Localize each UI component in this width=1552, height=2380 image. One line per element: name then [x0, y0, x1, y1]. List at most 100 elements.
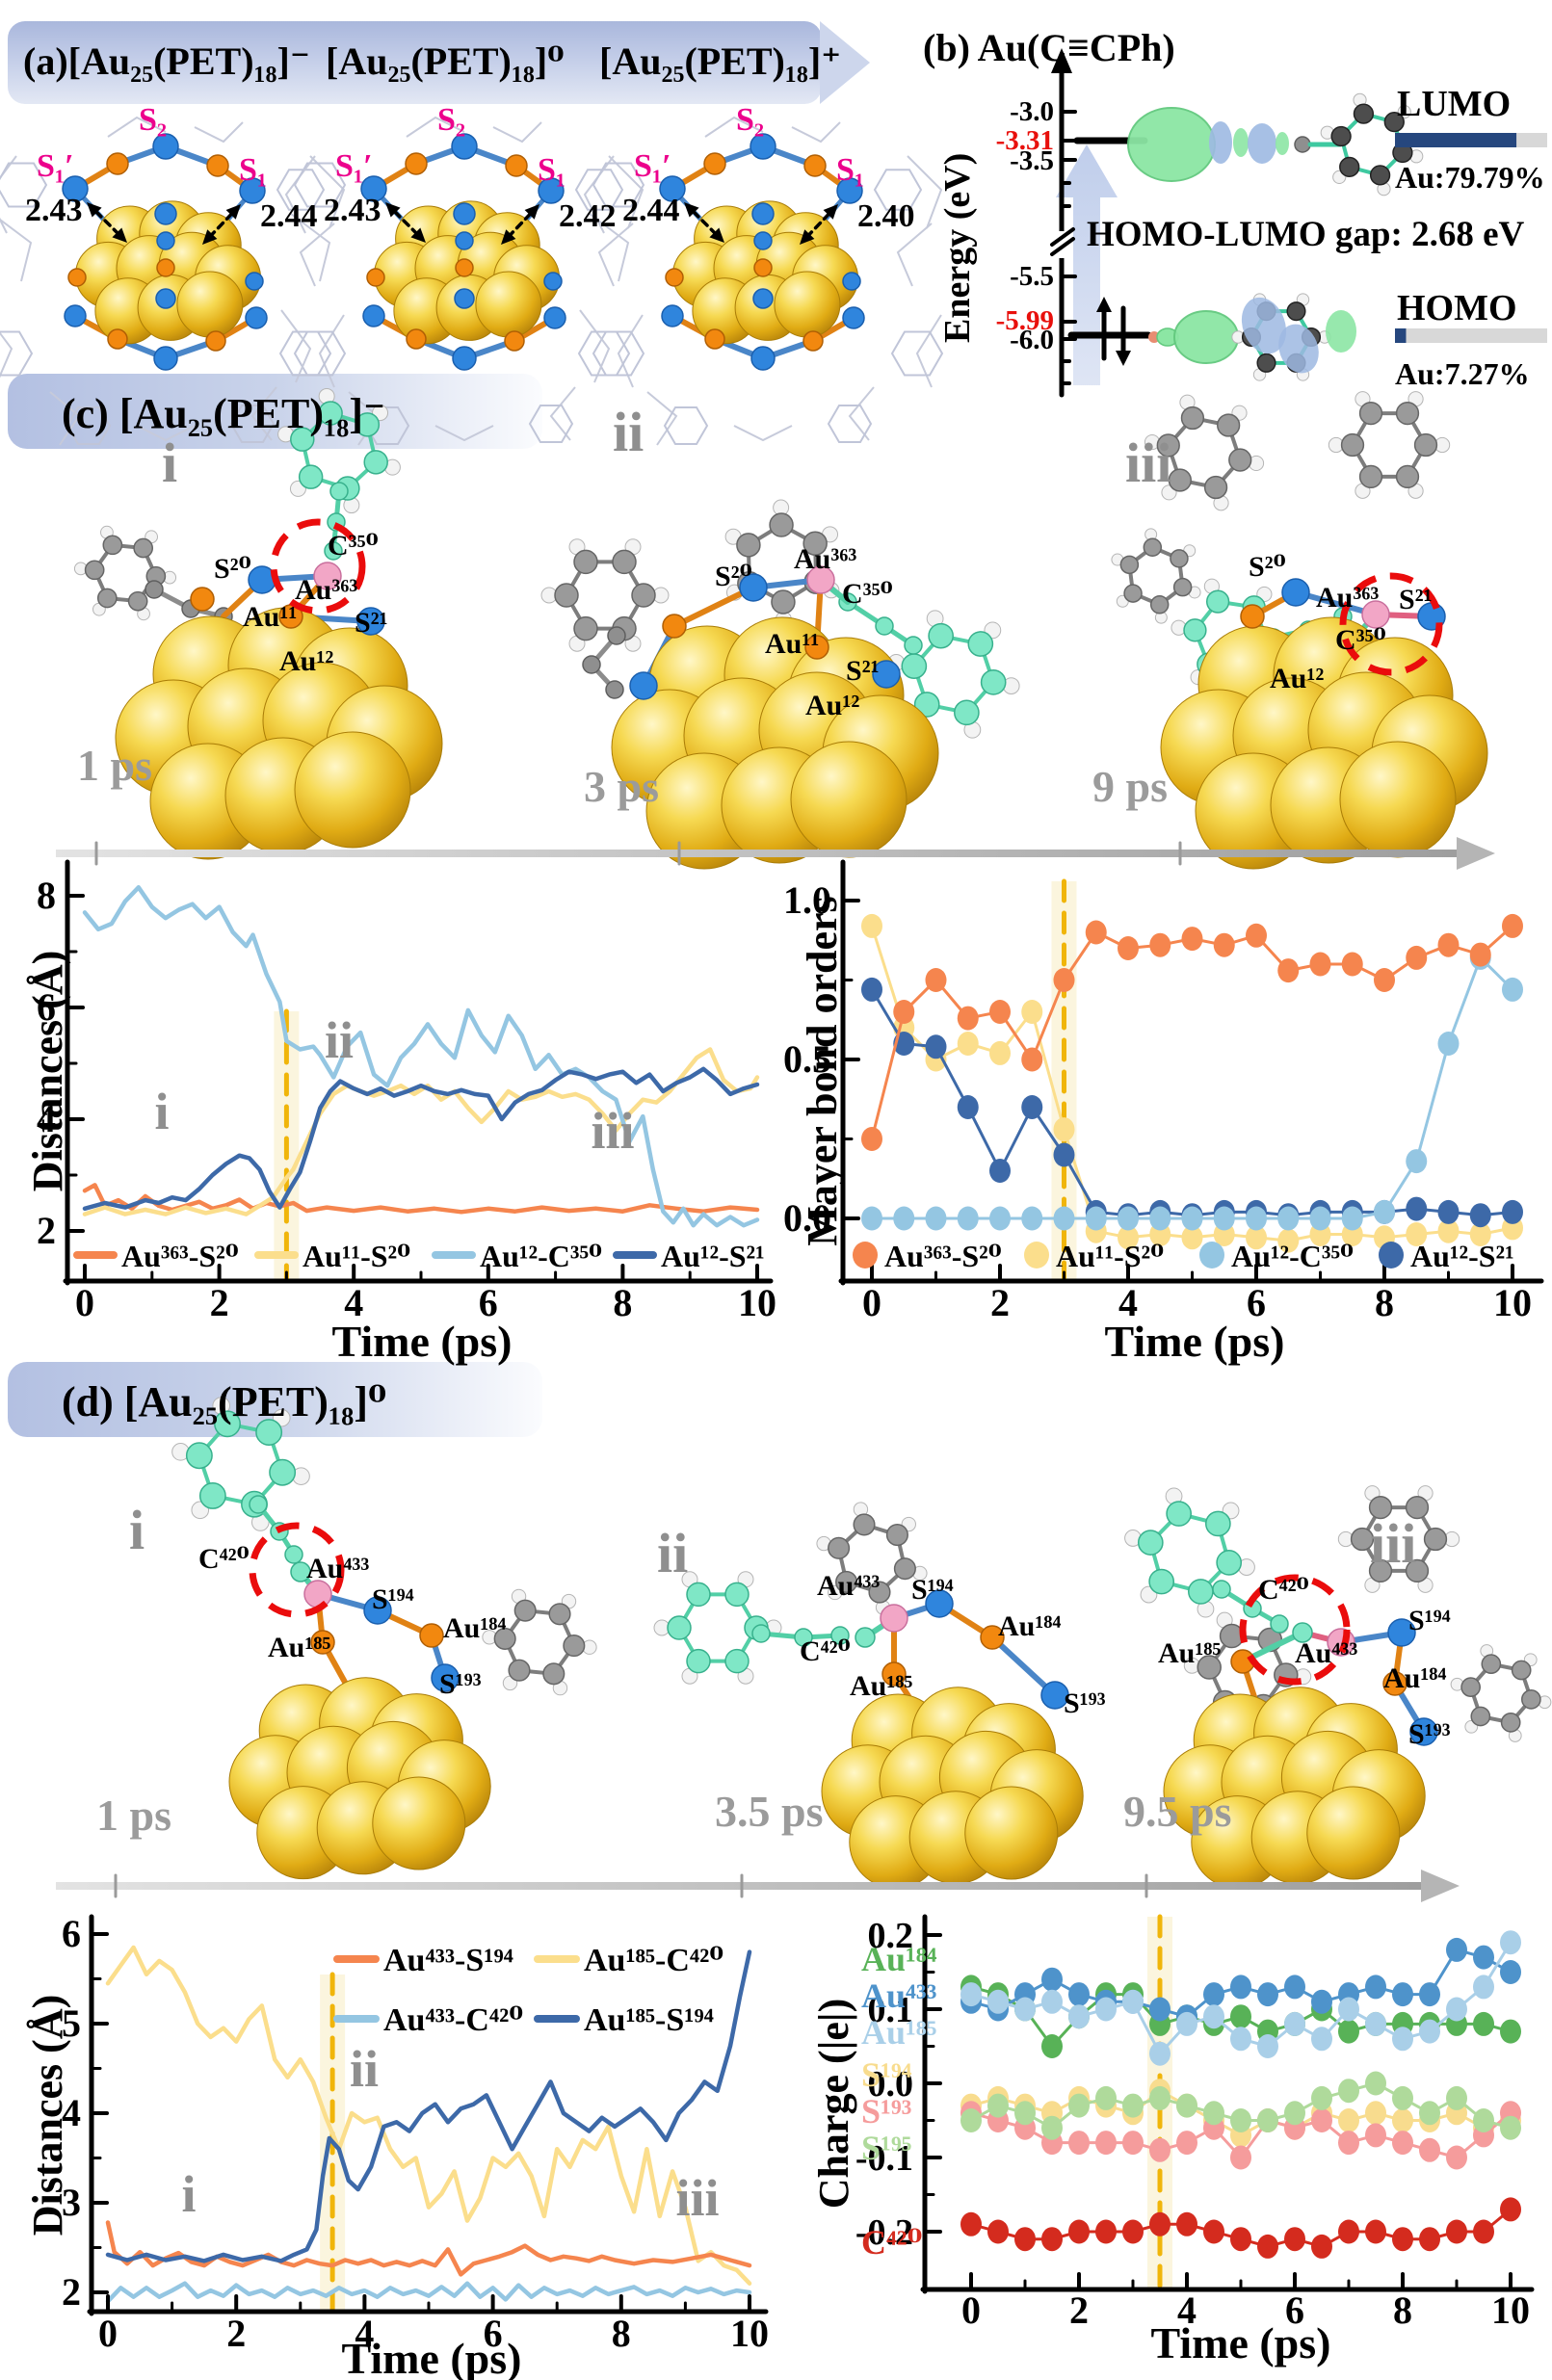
atom-P [880, 1604, 908, 1633]
series-Au¹²-S²¹ [82, 1066, 760, 1212]
atom-C [96, 588, 118, 609]
svg-text:Au⁴³³-S¹⁹⁴: Au⁴³³-S¹⁹⁴ [383, 1943, 513, 1978]
svg-text:S¹⁹⁴: S¹⁹⁴ [861, 2055, 912, 2094]
atom-S [454, 288, 475, 309]
atom-O [505, 154, 528, 177]
atom-O [803, 154, 827, 177]
atom-C [127, 590, 148, 612]
atom-C [1143, 537, 1163, 557]
phenyl-ring-teal [1124, 1487, 1255, 1618]
svg-text:S¹⁹⁴: S¹⁹⁴ [911, 1574, 954, 1606]
atom-S [453, 202, 476, 225]
svg-text:3 ps: 3 ps [584, 762, 659, 811]
svg-text:Au¹⁸⁴: Au¹⁸⁴ [998, 1610, 1061, 1642]
timeline-arrow [56, 1870, 1460, 1902]
svg-text:0.1: 0.1 [868, 1990, 914, 2030]
svg-text:S²¹: S²¹ [1399, 584, 1433, 615]
atom-O [804, 635, 829, 660]
atom-C [573, 615, 598, 641]
svg-text:S¹⁹³: S¹⁹³ [1408, 1718, 1451, 1750]
atom-C [1330, 125, 1352, 147]
svg-text:Charge (|e|): Charge (|e|) [810, 1999, 857, 2210]
series-Au¹⁸⁵-S¹⁹⁴ [105, 1949, 752, 2263]
svg-text:1.0: 1.0 [783, 878, 831, 922]
atom-C [1170, 549, 1189, 568]
atom-S [659, 175, 686, 202]
atom-O [504, 330, 525, 352]
svg-text:9 ps: 9 ps [1092, 762, 1168, 811]
atom-C [1180, 405, 1205, 431]
svg-text:9.5 ps: 9.5 ps [1123, 1787, 1231, 1836]
cluster-structure [0, 116, 347, 446]
atom-C [1521, 1689, 1541, 1710]
atom-O [366, 268, 385, 287]
atom-C [355, 412, 381, 437]
svg-text:Au³⁶³-S²⁰: Au³⁶³-S²⁰ [121, 1239, 239, 1273]
atom-C [967, 631, 994, 657]
legend-d_distances: Au⁴³³-S¹⁹⁴ Au¹⁸⁵-C⁴²⁰ Au⁴³³-C⁴²⁰ Au¹⁸⁵-S¹⁹⁴ [333, 1943, 723, 2038]
svg-text:1 ps: 1 ps [96, 1791, 171, 1840]
atom-G [145, 580, 164, 599]
homo-orbital [1148, 293, 1356, 381]
reaction-site-circle [1239, 1574, 1351, 1686]
reaction-site-circle [249, 1522, 345, 1618]
energy-axis-arrowhead [1051, 48, 1072, 73]
atom-C [269, 1458, 297, 1486]
gold-cluster [115, 607, 443, 860]
atom-C [1205, 589, 1230, 614]
svg-text:Au⁴³³: Au⁴³³ [861, 1976, 937, 2015]
atom-S [1040, 1681, 1069, 1710]
phenyl-ring-gray [816, 1502, 928, 1615]
atom-C [631, 583, 656, 608]
svg-text:Au¹⁸⁵-C⁴²⁰: Au¹⁸⁵-C⁴²⁰ [584, 1943, 723, 1978]
phenyl-ring-gray [1328, 391, 1451, 499]
atom-O [156, 258, 175, 277]
atom-S [455, 231, 474, 250]
chart-d_charge: 0 2 4 6 8 10 0.2 0.1 0.0 -0.1 -0.2 Time (ps) Charge … [810, 1914, 1535, 2367]
svg-text:2: 2 [37, 1209, 56, 1252]
atom-C [1204, 1510, 1231, 1537]
svg-text:iii: iii [675, 2169, 719, 2227]
reaction-site-circle [270, 518, 366, 615]
phenyl-ring-gray [1111, 528, 1201, 624]
phenyl-ring-teal [653, 1571, 782, 1685]
atom-P [806, 565, 835, 594]
series-Au⁴³³-C⁴²⁰ [105, 2281, 752, 2304]
svg-text:4: 4 [355, 2312, 374, 2355]
svg-text:ii: ii [613, 401, 644, 463]
atom-S [751, 202, 775, 225]
svg-text:4: 4 [1118, 1281, 1138, 1324]
atom-S [452, 346, 477, 371]
phenyl-ring-gray [1450, 1644, 1552, 1742]
svg-text:i: i [162, 432, 177, 494]
atom-C [893, 1557, 916, 1581]
svg-text:8: 8 [1393, 2288, 1412, 2332]
atom-C [1368, 1558, 1393, 1583]
atom-C [1383, 111, 1405, 133]
atom-C [868, 1581, 891, 1604]
atom-C [1156, 433, 1180, 458]
atom-O [106, 152, 129, 175]
svg-text:4: 4 [62, 2091, 81, 2134]
panel-d-snapshot-iii: C⁴²⁰ S¹⁹⁴ Au¹⁸⁵ Au⁴³³ Au¹⁸⁴ S¹⁹³ iii 9.5 ps [1123, 1485, 1552, 1890]
panel-a-banner-arrow-tip [820, 21, 870, 104]
phenyl-ring-gray [482, 1588, 597, 1696]
atom-S [155, 288, 176, 309]
atom-O [190, 587, 215, 612]
atom-C [612, 549, 637, 575]
svg-text:Au⁴³³: Au⁴³³ [1295, 1637, 1357, 1669]
atom-G [582, 655, 601, 674]
atom-C [901, 653, 928, 680]
atom-G [605, 680, 624, 699]
atom-C [769, 512, 794, 537]
atom-O [67, 268, 87, 287]
atom-C [1395, 401, 1420, 426]
atom-T [249, 1495, 268, 1514]
svg-text:0: 0 [961, 2288, 981, 2332]
phenyl-ring-dark [1320, 92, 1424, 196]
phenyl-ring-gray [1337, 1485, 1460, 1593]
svg-text:-0.2: -0.2 [855, 2212, 913, 2253]
atom-O [1240, 604, 1265, 629]
